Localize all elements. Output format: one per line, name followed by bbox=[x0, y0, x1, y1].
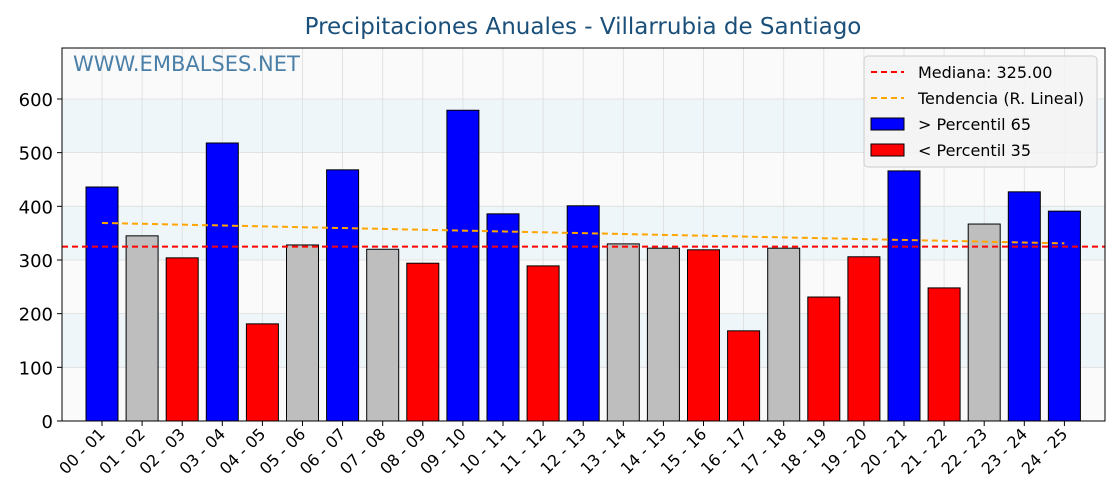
legend-label: < Percentil 35 bbox=[918, 141, 1031, 160]
bar bbox=[125, 235, 159, 422]
bar bbox=[486, 213, 520, 422]
bar bbox=[807, 296, 841, 422]
legend-box-swatch bbox=[870, 143, 905, 157]
bar bbox=[566, 205, 600, 422]
y-tick-label: 100 bbox=[19, 358, 53, 379]
watermark: WWW.EMBALSES.NET bbox=[73, 52, 300, 76]
bar bbox=[286, 244, 319, 422]
bar bbox=[967, 223, 1001, 422]
bar bbox=[606, 243, 640, 422]
bar bbox=[446, 109, 480, 422]
y-tick-label: 500 bbox=[19, 144, 53, 165]
bar bbox=[646, 247, 680, 422]
x-tick-label: 24 - 25 bbox=[1018, 424, 1072, 478]
bar bbox=[326, 169, 360, 422]
bar bbox=[526, 265, 560, 422]
bar bbox=[767, 247, 801, 422]
bar bbox=[245, 323, 279, 422]
plot-frame bbox=[61, 47, 1106, 422]
y-tick-label: 600 bbox=[19, 90, 53, 111]
y-tick-label: 300 bbox=[19, 251, 53, 272]
y-tick-label: 0 bbox=[42, 412, 53, 433]
bar bbox=[847, 256, 881, 422]
bar bbox=[1007, 191, 1041, 422]
legend-box-swatch bbox=[870, 117, 905, 131]
legend-label: Mediana: 325.00 bbox=[918, 63, 1052, 82]
bar bbox=[727, 330, 761, 422]
bar bbox=[927, 287, 961, 422]
bar bbox=[366, 248, 400, 422]
y-tick-label: 400 bbox=[19, 197, 53, 218]
legend-label: > Percentil 65 bbox=[918, 115, 1031, 134]
y-tick-label: 200 bbox=[19, 305, 53, 326]
bar bbox=[406, 262, 440, 422]
bar bbox=[85, 186, 119, 422]
legend-box bbox=[863, 55, 1098, 168]
trend-line bbox=[101, 221, 1065, 245]
bar bbox=[887, 170, 921, 422]
legend-label: Tendencia (R. Lineal) bbox=[917, 89, 1084, 108]
chart-title: Precipitaciones Anuales - Villarrubia de… bbox=[305, 14, 862, 40]
bar bbox=[165, 257, 199, 422]
bar bbox=[687, 249, 720, 422]
bar bbox=[205, 142, 239, 422]
